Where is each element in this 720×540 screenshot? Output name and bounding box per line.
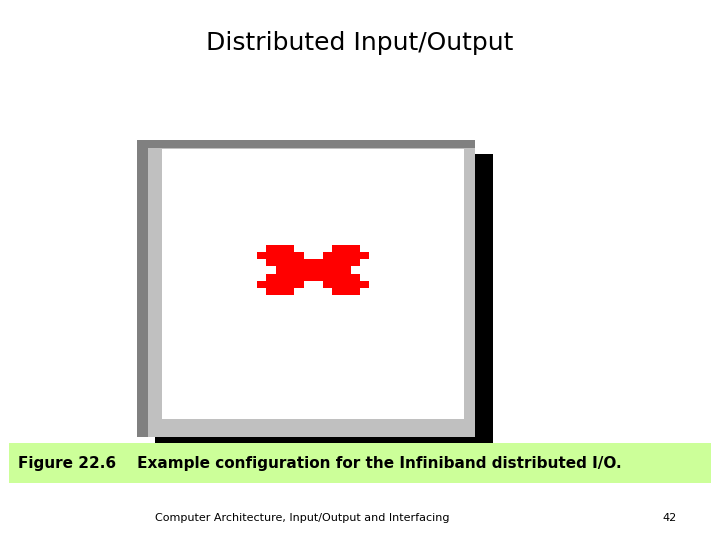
Text: Distributed Input/Output: Distributed Input/Output bbox=[207, 31, 513, 55]
Bar bbox=[285, 245, 294, 252]
Bar bbox=[351, 287, 360, 295]
Bar bbox=[285, 274, 294, 281]
Bar bbox=[148, 148, 475, 437]
Bar bbox=[341, 260, 351, 267]
Bar bbox=[285, 281, 294, 287]
Bar bbox=[266, 287, 276, 295]
Bar bbox=[323, 260, 332, 267]
Bar bbox=[276, 267, 285, 273]
Bar bbox=[266, 281, 276, 287]
Bar bbox=[276, 253, 285, 260]
Bar bbox=[276, 281, 285, 287]
Bar bbox=[332, 245, 341, 252]
Bar bbox=[360, 281, 369, 287]
Bar bbox=[313, 260, 323, 267]
Bar bbox=[294, 274, 304, 281]
Bar bbox=[341, 267, 351, 273]
Bar bbox=[285, 260, 294, 267]
Bar bbox=[351, 274, 360, 281]
Bar bbox=[276, 274, 285, 281]
Bar bbox=[341, 253, 351, 260]
Bar bbox=[323, 274, 332, 281]
Bar bbox=[332, 281, 341, 287]
Bar bbox=[285, 287, 294, 295]
Bar bbox=[266, 245, 276, 252]
Bar bbox=[155, 154, 493, 451]
Bar bbox=[332, 253, 341, 260]
Bar bbox=[276, 287, 285, 295]
Bar bbox=[285, 267, 294, 273]
Text: Computer Architecture, Input/Output and Interfacing: Computer Architecture, Input/Output and … bbox=[155, 514, 450, 523]
Bar bbox=[332, 260, 341, 267]
Bar bbox=[304, 267, 313, 273]
Bar bbox=[266, 260, 276, 267]
Bar bbox=[323, 267, 332, 273]
Bar bbox=[266, 274, 276, 281]
Bar bbox=[332, 274, 341, 281]
Bar bbox=[332, 287, 341, 295]
Bar bbox=[257, 281, 266, 287]
Bar bbox=[294, 260, 304, 267]
Bar bbox=[351, 245, 360, 252]
Bar bbox=[304, 260, 313, 267]
Bar bbox=[351, 281, 360, 287]
Bar bbox=[323, 253, 332, 260]
Bar bbox=[341, 281, 351, 287]
Bar bbox=[137, 140, 475, 437]
Bar bbox=[276, 260, 285, 267]
Bar bbox=[313, 267, 323, 273]
Bar bbox=[351, 253, 360, 260]
Bar bbox=[313, 274, 323, 281]
Bar bbox=[341, 287, 351, 295]
Bar bbox=[162, 148, 464, 418]
Bar bbox=[351, 260, 360, 267]
Bar bbox=[257, 253, 266, 260]
Bar bbox=[276, 245, 285, 252]
Text: 42: 42 bbox=[662, 514, 677, 523]
Bar bbox=[304, 274, 313, 281]
Bar bbox=[341, 274, 351, 281]
Bar bbox=[294, 267, 304, 273]
Bar bbox=[332, 267, 341, 273]
Bar bbox=[294, 281, 304, 287]
Bar bbox=[266, 253, 276, 260]
Bar bbox=[294, 253, 304, 260]
Text: Figure 22.6    Example configuration for the Infiniband distributed I/O.: Figure 22.6 Example configuration for th… bbox=[18, 456, 621, 470]
Bar bbox=[285, 253, 294, 260]
Bar bbox=[323, 281, 332, 287]
Bar bbox=[341, 245, 351, 252]
Bar bbox=[360, 253, 369, 260]
Bar bbox=[9, 443, 711, 483]
